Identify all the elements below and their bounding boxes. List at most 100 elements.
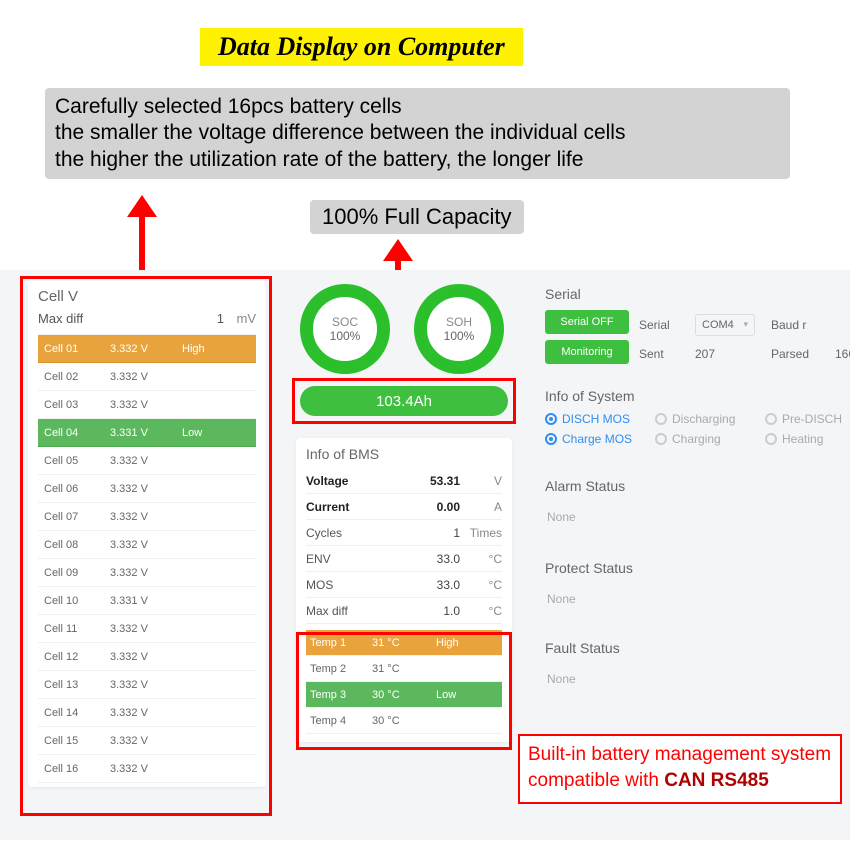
bms-label: Max diff	[306, 604, 400, 618]
cell-row: Cell 083.332 V	[38, 531, 256, 559]
cell-name: Cell 15	[38, 735, 110, 747]
cell-name: Cell 11	[38, 623, 110, 635]
cell-name: Cell 12	[38, 651, 110, 663]
cell-row: Cell 163.332 V	[38, 755, 256, 783]
cell-voltage: 3.331 V	[110, 427, 182, 439]
system-status-radio[interactable]: DISCH MOS	[545, 412, 655, 426]
sent-label: Sent	[639, 347, 687, 361]
temp-row: Temp 231 °C	[306, 656, 502, 682]
maxdiff-row: Max diff 1 mV	[38, 311, 256, 335]
arrow-icon	[139, 214, 145, 270]
cell-status: High	[182, 343, 256, 355]
cell-row: Cell 093.332 V	[38, 559, 256, 587]
cell-row: Cell 113.332 V	[38, 615, 256, 643]
cell-name: Cell 14	[38, 707, 110, 719]
select-value: COM4	[702, 319, 734, 331]
temp-name: Temp 1	[306, 637, 372, 649]
cell-name: Cell 10	[38, 595, 110, 607]
system-status-radio[interactable]: Pre-DISCH	[765, 412, 850, 426]
system-status-radio[interactable]: Charging	[655, 432, 765, 446]
panel-title: Info of System	[545, 388, 845, 404]
bms-panel: Info of BMS Voltage53.31VCurrent0.00ACyc…	[296, 438, 512, 742]
serial-port-select[interactable]: COM4 ▾	[695, 314, 755, 336]
description-box: Carefully selected 16pcs battery cells t…	[45, 88, 790, 179]
cell-voltage: 3.331 V	[110, 595, 182, 607]
cell-voltage: 3.332 V	[110, 679, 182, 691]
cell-name: Cell 04	[38, 427, 110, 439]
bms-label: ENV	[306, 552, 400, 566]
system-info-panel: Info of System DISCH MOSDischargingPre-D…	[545, 388, 845, 446]
callout-text: compatible with	[528, 770, 664, 791]
temp-row: Temp 330 °CLow	[306, 682, 502, 708]
bms-row: Max diff1.0°C	[306, 598, 502, 624]
serial-off-button[interactable]: Serial OFF	[545, 310, 629, 334]
radio-icon	[765, 413, 777, 425]
cell-row: Cell 103.331 V	[38, 587, 256, 615]
baud-label: Baud r	[771, 318, 827, 332]
status-value: None	[545, 502, 845, 532]
alarm-status-panel: Alarm Status None	[545, 478, 845, 532]
bms-unit: V	[460, 474, 502, 488]
system-status-radio[interactable]: Charge MOS	[545, 432, 655, 446]
radio-icon	[655, 433, 667, 445]
cell-row: Cell 033.332 V	[38, 391, 256, 419]
title-banner: Data Display on Computer	[200, 28, 523, 66]
temp-name: Temp 4	[306, 715, 372, 727]
bms-row: Cycles1Times	[306, 520, 502, 546]
cell-voltage: 3.332 V	[110, 455, 182, 467]
bms-value: 1	[400, 526, 460, 540]
radio-label: Discharging	[672, 412, 735, 426]
cell-voltage: 3.332 V	[110, 511, 182, 523]
bms-unit: °C	[460, 604, 502, 618]
panel-title: Info of BMS	[306, 446, 502, 462]
bms-row: Current0.00A	[306, 494, 502, 520]
temp-name: Temp 2	[306, 663, 372, 675]
system-status-radio[interactable]: Heating	[765, 432, 850, 446]
cell-row: Cell 123.332 V	[38, 643, 256, 671]
status-value: None	[545, 664, 845, 694]
bms-unit: °C	[460, 552, 502, 566]
cell-row: Cell 133.332 V	[38, 671, 256, 699]
cell-row: Cell 053.332 V	[38, 447, 256, 475]
radio-icon	[545, 413, 557, 425]
parsed-label: Parsed	[771, 347, 827, 361]
radio-label: Heating	[782, 432, 823, 446]
bms-unit: Times	[460, 526, 502, 540]
panel-title: Alarm Status	[545, 478, 845, 494]
bms-label: Cycles	[306, 526, 400, 540]
bms-row: Voltage53.31V	[306, 468, 502, 494]
radio-label: DISCH MOS	[562, 412, 630, 426]
capacity-bar: 103.4Ah	[300, 386, 508, 416]
cell-name: Cell 02	[38, 371, 110, 383]
soh-gauge: SOH 100%	[414, 284, 504, 374]
maxdiff-label: Max diff	[38, 311, 184, 326]
bms-unit: A	[460, 500, 502, 514]
temp-value: 30 °C	[372, 715, 436, 727]
cell-voltage: 3.332 V	[110, 623, 182, 635]
bms-unit: °C	[460, 578, 502, 592]
dashboard: Cell V Max diff 1 mV Cell 013.332 VHighC…	[0, 270, 850, 840]
bms-label: Voltage	[306, 474, 400, 488]
bms-row: MOS33.0°C	[306, 572, 502, 598]
cell-row: Cell 013.332 VHigh	[38, 335, 256, 363]
cell-row: Cell 023.332 V	[38, 363, 256, 391]
cell-name: Cell 07	[38, 511, 110, 523]
cell-name: Cell 06	[38, 483, 110, 495]
temp-name: Temp 3	[306, 689, 372, 701]
bms-value: 53.31	[400, 474, 460, 488]
bms-value: 0.00	[400, 500, 460, 514]
cell-row: Cell 063.332 V	[38, 475, 256, 503]
cell-voltage-panel: Cell V Max diff 1 mV Cell 013.332 VHighC…	[28, 280, 266, 787]
temp-row: Temp 430 °C	[306, 708, 502, 734]
gauge-value: 100%	[444, 329, 475, 343]
cell-name: Cell 09	[38, 567, 110, 579]
cell-name: Cell 16	[38, 763, 110, 775]
bms-value: 33.0	[400, 552, 460, 566]
cell-voltage: 3.332 V	[110, 763, 182, 775]
system-status-radio[interactable]: Discharging	[655, 412, 765, 426]
monitoring-button[interactable]: Monitoring	[545, 340, 629, 364]
gauges: SOC 100% SOH 100%	[300, 284, 504, 374]
serial-panel: Serial Serial OFF Monitoring Serial COM4…	[545, 286, 845, 364]
radio-icon	[545, 433, 557, 445]
maxdiff-unit: mV	[224, 311, 256, 326]
